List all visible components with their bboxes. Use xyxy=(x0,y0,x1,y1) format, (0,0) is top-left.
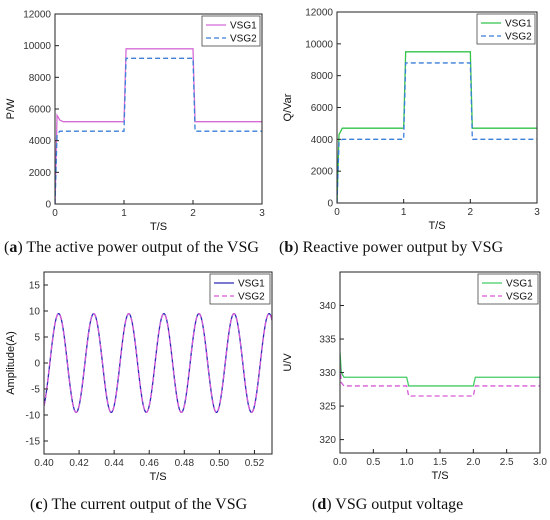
legend xyxy=(476,13,536,45)
series-line-vsg2 xyxy=(44,312,272,414)
y-tick-label: 335 xyxy=(319,335,336,346)
series-line-vsg2 xyxy=(337,62,537,203)
y-tick-label: 8000 xyxy=(311,71,334,82)
x-tick-label: 0.42 xyxy=(69,458,89,469)
legend xyxy=(201,15,261,47)
legend xyxy=(477,273,539,305)
x-tick-label: 0.50 xyxy=(210,458,230,469)
chart-panel-reactive-power: 0 1 2 3 0 2000 4000 6000 8000 10000 12000 T/S Q/Var V… xyxy=(282,8,540,233)
x-tick-label: 0.52 xyxy=(245,458,265,469)
y-axis-label: P/W xyxy=(5,98,17,119)
x-tick-label: 1 xyxy=(121,208,127,219)
x-tick-label: 0.44 xyxy=(104,458,124,469)
chart-panel-current-output: 0.40 0.42 0.44 0.46 0.48 0.50 0.52 -15 -10 -5 0 5 10… xyxy=(5,271,273,483)
legend-entry-vsg2: VSG2 xyxy=(506,292,533,303)
y-tick-label: -10 xyxy=(26,411,41,422)
series-line-vsg1 xyxy=(55,48,262,204)
legend-entry-vsg1: VSG1 xyxy=(506,279,533,290)
legend-entry-vsg1: VSG1 xyxy=(505,19,532,30)
y-axis-label: Amplitude(A) xyxy=(5,331,17,395)
y-tick-label: 5 xyxy=(34,333,40,344)
series-line-vsg2 xyxy=(340,365,540,397)
x-tick-label: 0.46 xyxy=(139,458,159,469)
y-tick-label: 320 xyxy=(319,435,336,446)
y-tick-label: 2000 xyxy=(311,167,334,178)
x-tick-label: 2 xyxy=(190,208,196,219)
series-line-vsg2 xyxy=(55,57,262,204)
y-tick-label: 4000 xyxy=(29,136,52,147)
x-tick-label: 3.0 xyxy=(533,457,547,468)
x-tick-label: 0.5 xyxy=(366,457,380,468)
x-tick-label: 3 xyxy=(259,208,265,219)
y-tick-label: 2000 xyxy=(29,168,52,179)
y-tick-label: 10 xyxy=(29,307,41,318)
series-line-vsg1 xyxy=(337,51,537,203)
y-tick-label: -5 xyxy=(31,385,40,396)
x-tick-label: 3 xyxy=(534,207,540,218)
x-tick-label: 0 xyxy=(52,208,58,219)
caption-b: (b) Reactive power output by VSG xyxy=(279,239,504,256)
y-tick-label: 12000 xyxy=(305,8,333,19)
legend xyxy=(209,273,271,305)
legend-entry-vsg2: VSG2 xyxy=(238,292,265,303)
y-tick-label: 10000 xyxy=(305,39,333,50)
x-axis-label: T/S xyxy=(149,471,166,483)
x-tick-label: 0.40 xyxy=(34,458,54,469)
y-tick-label: 15 xyxy=(29,281,41,292)
y-tick-label: 10000 xyxy=(23,41,51,52)
x-tick-label: 2 xyxy=(468,207,474,218)
y-tick-label: 4000 xyxy=(311,135,334,146)
chart-panel-output-voltage: 0.0 0.5 1.0 1.5 2.0 2.5 3.0 320 325 330 335 340 T/S U… xyxy=(282,271,547,482)
x-tick-label: 0.48 xyxy=(175,458,195,469)
x-tick-label: 1 xyxy=(401,207,407,218)
y-tick-label: 0 xyxy=(327,199,333,210)
x-tick-label: 0.0 xyxy=(333,457,347,468)
caption-a: (a) The active power output of the VSG xyxy=(4,239,259,256)
y-tick-label: 340 xyxy=(319,301,336,312)
y-tick-label: 6000 xyxy=(29,105,52,116)
y-axis-label: Q/Var xyxy=(282,93,294,121)
caption-d: (d) VSG output voltage xyxy=(312,496,464,513)
y-tick-label: 325 xyxy=(319,402,336,413)
y-tick-label: 330 xyxy=(319,368,336,379)
y-tick-label: -15 xyxy=(26,437,41,448)
y-tick-label: 8000 xyxy=(29,73,52,84)
series-line-vsg1 xyxy=(340,352,540,387)
x-axis-label: T/S xyxy=(150,221,167,233)
x-axis-label: T/S xyxy=(428,220,445,232)
x-tick-label: 2.0 xyxy=(466,457,480,468)
legend-entry-vsg1: VSG1 xyxy=(230,21,257,32)
caption-c: (c) The current output of the VSG xyxy=(30,496,248,513)
x-tick-label: 0 xyxy=(334,207,340,218)
chart-panel-active-power: 0 1 2 3 0 2000 4000 6000 8000 10000 12000 T/S P/W VSG… xyxy=(5,10,265,234)
legend-entry-vsg1: VSG1 xyxy=(238,279,265,290)
y-axis-label: U/V xyxy=(282,353,294,372)
y-tick-label: 6000 xyxy=(311,103,334,114)
y-tick-label: 0 xyxy=(45,200,51,211)
legend-entry-vsg2: VSG2 xyxy=(230,34,257,45)
x-tick-label: 1.0 xyxy=(400,457,414,468)
y-tick-label: 0 xyxy=(34,359,40,370)
legend-entry-vsg2: VSG2 xyxy=(505,32,532,43)
y-tick-label: 12000 xyxy=(23,10,51,21)
x-tick-label: 2.5 xyxy=(500,457,514,468)
x-tick-label: 1.5 xyxy=(433,457,447,468)
x-axis-label: T/S xyxy=(431,470,448,482)
